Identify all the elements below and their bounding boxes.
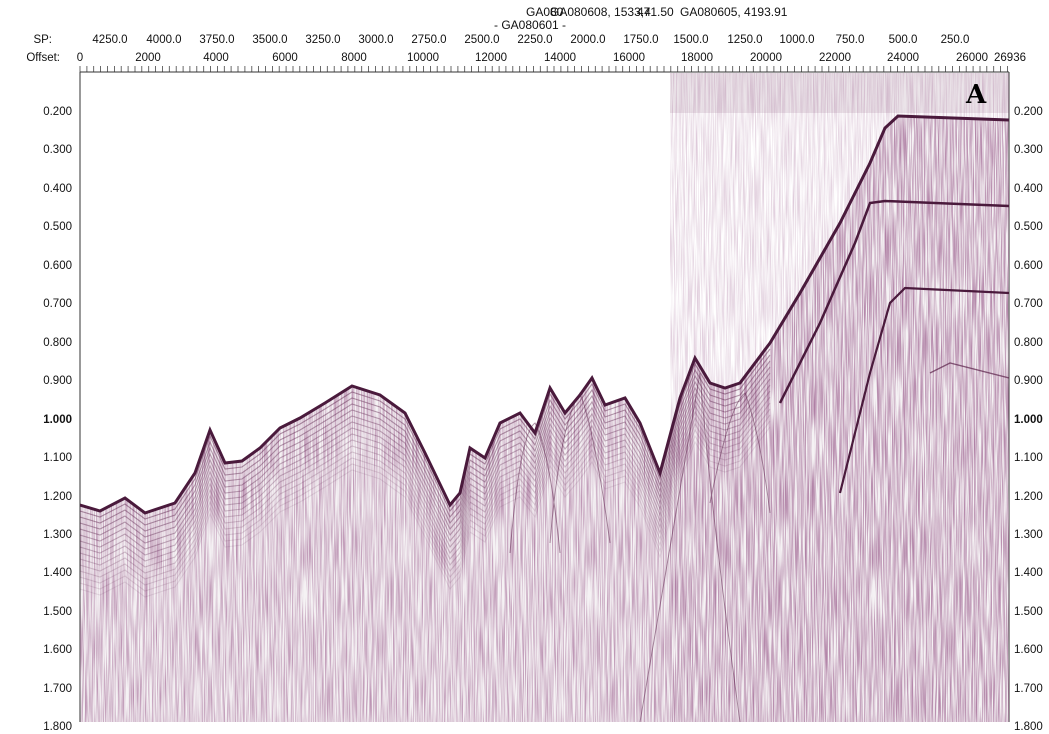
time-tick-left: 0.900 xyxy=(43,375,72,388)
time-tick-right: 0.900 xyxy=(1014,375,1043,388)
offset-tick: 12000 xyxy=(475,52,507,64)
time-tick-right: 1.600 xyxy=(1014,644,1043,657)
offset-tick: 14000 xyxy=(544,52,576,64)
offset-end-tick: 26936 xyxy=(994,52,1026,64)
time-tick-left: 0.700 xyxy=(43,298,72,311)
time-tick-right: 0.300 xyxy=(1014,144,1043,157)
sp-tick: 4000.0 xyxy=(146,34,182,46)
sp-tick: 3250.0 xyxy=(305,34,341,46)
sp-tick: 250.0 xyxy=(940,34,970,46)
time-tick-right: 0.500 xyxy=(1014,221,1043,234)
offset-tick: 4000 xyxy=(203,52,229,64)
sp-tick: 1750.0 xyxy=(623,34,659,46)
offset-tick: 24000 xyxy=(887,52,919,64)
sp-tick: 1500.0 xyxy=(673,34,709,46)
time-tick-left: 0.300 xyxy=(43,144,72,157)
time-tick-left: 1.600 xyxy=(43,644,72,657)
time-tick-left: 1.300 xyxy=(43,528,72,541)
time-tick-right: 1.200 xyxy=(1014,490,1043,503)
time-tick-right: 1.800 xyxy=(1014,721,1043,734)
time-tick-left: 1.000 xyxy=(43,413,72,426)
offset-tick: 22000 xyxy=(819,52,851,64)
time-tick-right: 1.000 xyxy=(1014,413,1043,426)
time-tick-right: 0.600 xyxy=(1014,259,1043,272)
line-label-ga080601: - GA080601 - xyxy=(494,18,567,32)
time-tick-left: 0.200 xyxy=(43,106,72,118)
sp-tick: 1000.0 xyxy=(779,34,815,46)
offset-tick: 0 xyxy=(76,52,84,64)
offset-tick: 16000 xyxy=(613,52,645,64)
line-label-value: 471.50 xyxy=(637,5,674,19)
offset-tick: 6000 xyxy=(272,52,298,64)
offset-tick: 20000 xyxy=(750,52,782,64)
sp-tick: 3750.0 xyxy=(199,34,235,46)
sp-tick: 1250.0 xyxy=(727,34,763,46)
time-tick-right: 0.800 xyxy=(1014,336,1043,349)
time-tick-right: 0.200 xyxy=(1014,106,1043,118)
offset-tick: 26000 xyxy=(956,52,988,64)
time-tick-left: 0.500 xyxy=(43,221,72,234)
offset-row-label: Offset: xyxy=(26,52,60,64)
offset-tick: 2000 xyxy=(135,52,161,64)
offset-tick: 18000 xyxy=(681,52,713,64)
sp-tick: 3000.0 xyxy=(358,34,394,46)
sp-tick: 500.0 xyxy=(888,34,918,46)
time-tick-left: 1.100 xyxy=(43,452,72,465)
time-tick-right: 1.500 xyxy=(1014,605,1043,618)
sp-tick: 2750.0 xyxy=(411,34,447,46)
time-tick-right: 0.400 xyxy=(1014,182,1043,195)
offset-tick: 10000 xyxy=(407,52,439,64)
sp-tick: 750.0 xyxy=(835,34,865,46)
time-tick-left: 1.500 xyxy=(43,605,72,618)
time-tick-left: 1.700 xyxy=(43,682,72,695)
sp-tick: 4250.0 xyxy=(92,34,128,46)
time-tick-left: 1.200 xyxy=(43,490,72,503)
sp-tick: 2250.0 xyxy=(517,34,553,46)
time-tick-right: 1.300 xyxy=(1014,528,1043,541)
time-tick-right: 0.700 xyxy=(1014,298,1043,311)
time-tick-left: 0.400 xyxy=(43,182,72,195)
seismic-profile-image xyxy=(80,73,1009,722)
sp-row-label: SP: xyxy=(33,34,52,46)
time-tick-right: 1.100 xyxy=(1014,452,1043,465)
sp-tick: 3500.0 xyxy=(252,34,288,46)
time-tick-left: 1.400 xyxy=(43,567,72,580)
time-tick-left: 1.800 xyxy=(43,721,72,734)
time-tick-right: 1.700 xyxy=(1014,682,1043,695)
sp-tick: 2500.0 xyxy=(464,34,500,46)
panel-letter: A xyxy=(966,80,987,110)
time-tick-right: 1.400 xyxy=(1014,567,1043,580)
line-label-ga080: GA080 xyxy=(526,5,564,19)
time-tick-left: 0.800 xyxy=(43,336,72,349)
line-label-ga080605: GA080605, 4193.91 xyxy=(680,5,788,19)
line-label-ga080608: GA080608, 1533,4 xyxy=(550,5,651,19)
sp-tick: 2000.0 xyxy=(570,34,606,46)
time-tick-left: 0.600 xyxy=(43,259,72,272)
offset-tick: 8000 xyxy=(341,52,367,64)
